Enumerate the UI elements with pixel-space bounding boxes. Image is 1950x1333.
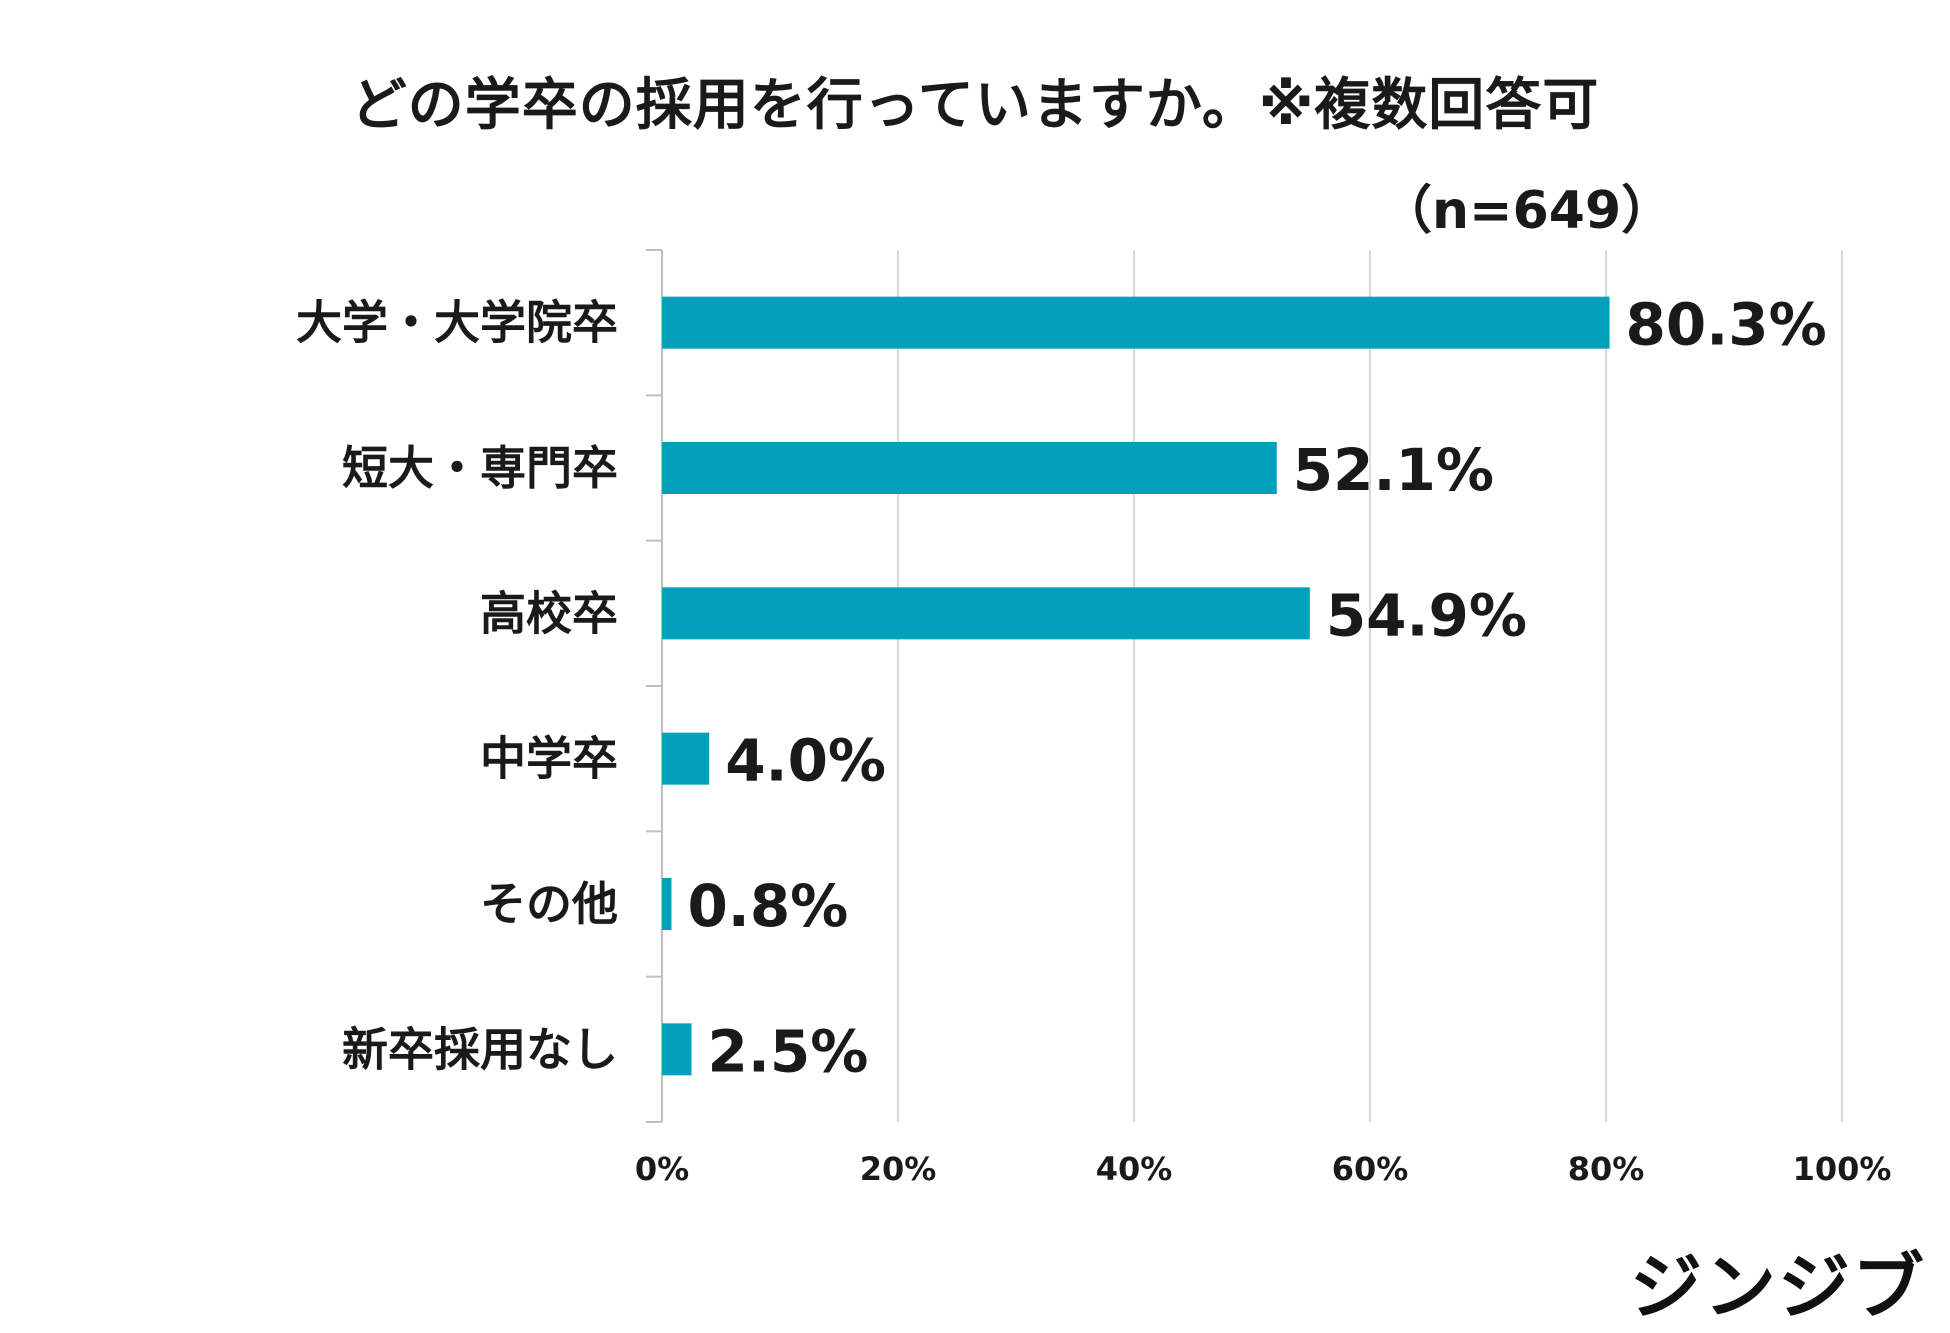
x-tick-label: 60%	[1332, 1150, 1409, 1188]
jinjib-logo: ジンジブ	[1630, 1245, 1927, 1329]
x-tick-label: 20%	[860, 1150, 937, 1188]
category-label: その他	[480, 877, 618, 931]
data-label: 80.3%	[1626, 291, 1827, 359]
x-tick-label: 100%	[1793, 1150, 1892, 1188]
data-label: 2.5%	[708, 1017, 869, 1085]
bar	[662, 878, 672, 930]
data-label: 52.1%	[1293, 436, 1494, 504]
x-tick-label: 40%	[1096, 1150, 1173, 1188]
category-label: 高校卒	[480, 586, 618, 640]
x-tick-label: 0%	[635, 1150, 689, 1188]
bar	[662, 296, 1610, 349]
category-label: 大学・大学院卒	[296, 296, 618, 350]
category-label: 中学卒	[480, 732, 618, 786]
bar	[662, 1023, 692, 1076]
category-label: 短大・専門卒	[342, 441, 618, 495]
bar	[662, 732, 710, 785]
bar	[662, 587, 1310, 640]
data-label: 0.8%	[687, 872, 848, 940]
category-label: 新卒採用なし	[342, 1022, 618, 1076]
chart-title: どの学卒の採用を行っていますか。※複数回答可	[350, 73, 1600, 138]
bar	[662, 442, 1277, 494]
x-tick-label: 80%	[1568, 1150, 1645, 1188]
data-label: 54.9%	[1326, 581, 1527, 649]
chart-subtitle: （n=649）	[1380, 181, 1674, 241]
data-label: 4.0%	[725, 727, 886, 795]
